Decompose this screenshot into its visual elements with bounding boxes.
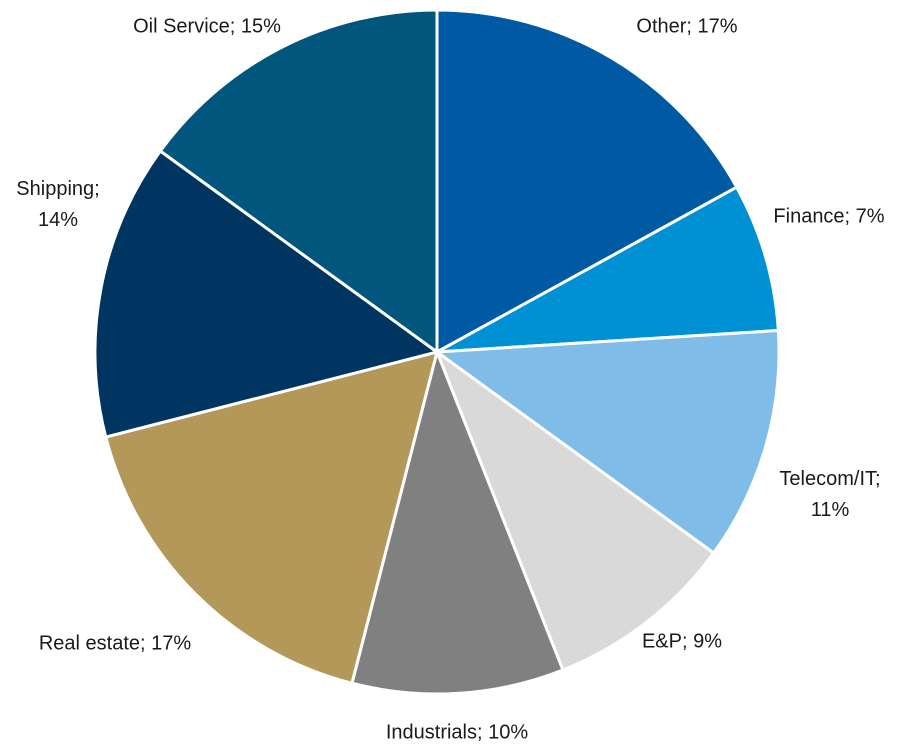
label-line: 11% <box>811 499 850 521</box>
label-line: Shipping; <box>16 178 99 200</box>
pie-slice <box>158 8 439 354</box>
slice-label: Industrials; 10% <box>386 721 529 743</box>
slice-label: Telecom/IT; 11% <box>779 468 880 521</box>
pie-slice <box>104 350 439 685</box>
slice-label: Other; 17% <box>636 15 737 37</box>
label-line: Telecom/IT; <box>779 468 880 490</box>
slice-label: Shipping; 14% <box>16 178 99 231</box>
slice-label: Finance; 7% <box>773 205 884 227</box>
pie-slice <box>93 149 439 439</box>
pie-slice <box>435 350 716 672</box>
slice-label: E&P; 9% <box>642 630 722 652</box>
pie-slice <box>350 350 565 696</box>
pie-slice <box>435 8 739 354</box>
pie-slice <box>435 185 780 354</box>
pie-slice <box>435 329 781 555</box>
slice-label: Real estate; 17% <box>39 632 192 654</box>
slice-label: Oil Service; 15% <box>133 15 281 37</box>
label-line: 14% <box>38 209 78 231</box>
